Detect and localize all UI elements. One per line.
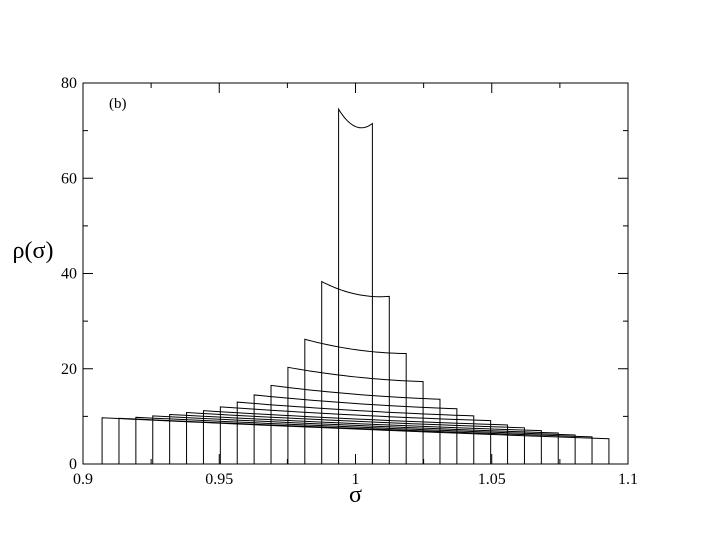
series-curve-10: [186, 412, 525, 464]
curves-group: [101, 107, 610, 464]
series-curve-7: [236, 401, 475, 464]
series-curve-13: [135, 416, 576, 464]
y-tick-label: 80: [61, 75, 77, 92]
series-curve-9: [202, 410, 509, 464]
series-curve-5: [270, 384, 441, 464]
y-axis-label: ρ(σ): [13, 238, 54, 264]
series-curve-8: [219, 406, 492, 464]
series-curve-2: [321, 280, 390, 464]
tick-labels-group: 0.9 0.95 1 1.05 1.1 0 20 40 60 80: [61, 75, 638, 488]
ticks-group: [82, 82, 629, 465]
series-curve-4: [287, 366, 424, 464]
panel-annotation: (b): [109, 96, 127, 112]
x-tick-label: 1: [352, 471, 360, 488]
y-tick-label: 60: [61, 170, 77, 187]
series-curve-6: [253, 394, 458, 464]
y-tick-label: 20: [61, 361, 77, 378]
series-curve-11: [169, 413, 542, 464]
y-tick-label: 40: [61, 266, 77, 283]
x-tick-label: 0.9: [73, 471, 93, 488]
series-curve-12: [152, 415, 559, 464]
x-tick-label: 1.1: [618, 471, 638, 488]
x-axis-label: σ: [349, 482, 362, 508]
x-tick-label: 0.95: [205, 471, 233, 488]
y-tick-label: 0: [69, 456, 77, 473]
series-curve-1: [338, 107, 373, 464]
series-curve-15: [101, 417, 610, 464]
series-curve-3: [304, 338, 407, 464]
x-tick-label: 1.05: [478, 471, 506, 488]
